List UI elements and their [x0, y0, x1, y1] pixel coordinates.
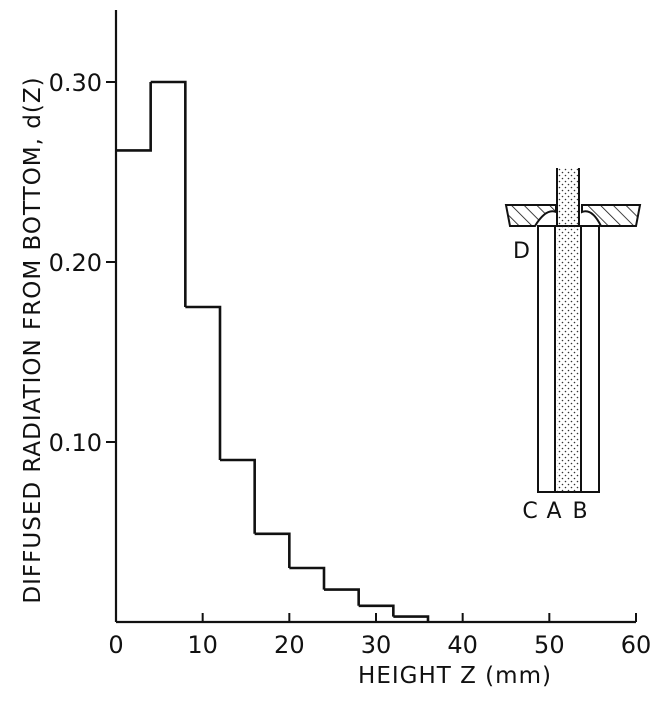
histogram-bin [393, 615, 430, 622]
apparatus-inset: D C A B [504, 168, 642, 524]
histogram-bin [116, 82, 152, 152]
x-tick-group: 0 10 20 30 40 50 60 [108, 613, 651, 659]
histogram-bin [358, 604, 395, 617]
hatched-support-right [581, 204, 642, 227]
histogram-bin [254, 532, 291, 568]
histogram-bin [185, 305, 222, 460]
inset-label-b: B [572, 499, 587, 524]
y-tick-label: 0.20 [49, 249, 102, 277]
inset-label-c: C [522, 499, 537, 524]
x-tick-label: 50 [534, 631, 565, 659]
x-tick-label: 0 [108, 631, 123, 659]
inset-label-d: D [513, 239, 530, 264]
x-tick-label: 10 [187, 631, 218, 659]
y-tick-group: 0.10 0.20 0.30 [49, 69, 116, 457]
y-axis-label: DIFFUSED RADIATION FROM BOTTOM, d(Z) [20, 76, 46, 603]
y-tick-label: 0.10 [49, 429, 102, 457]
histogram-bin [324, 588, 360, 606]
x-axis-label: HEIGHT Z (mm) [358, 663, 552, 689]
x-tick-label: 20 [274, 631, 305, 659]
histogram-bins [116, 80, 430, 622]
histogram-bin [289, 566, 326, 590]
dotted-rod [557, 168, 579, 492]
y-tick-label: 0.30 [49, 69, 102, 97]
x-tick-label: 30 [361, 631, 392, 659]
hatched-support-left [504, 204, 557, 227]
x-tick-label: 40 [447, 631, 478, 659]
histogram-bin [220, 458, 256, 534]
histogram-bin [150, 80, 187, 307]
x-tick-label: 60 [621, 631, 652, 659]
inset-label-a: A [546, 499, 561, 524]
